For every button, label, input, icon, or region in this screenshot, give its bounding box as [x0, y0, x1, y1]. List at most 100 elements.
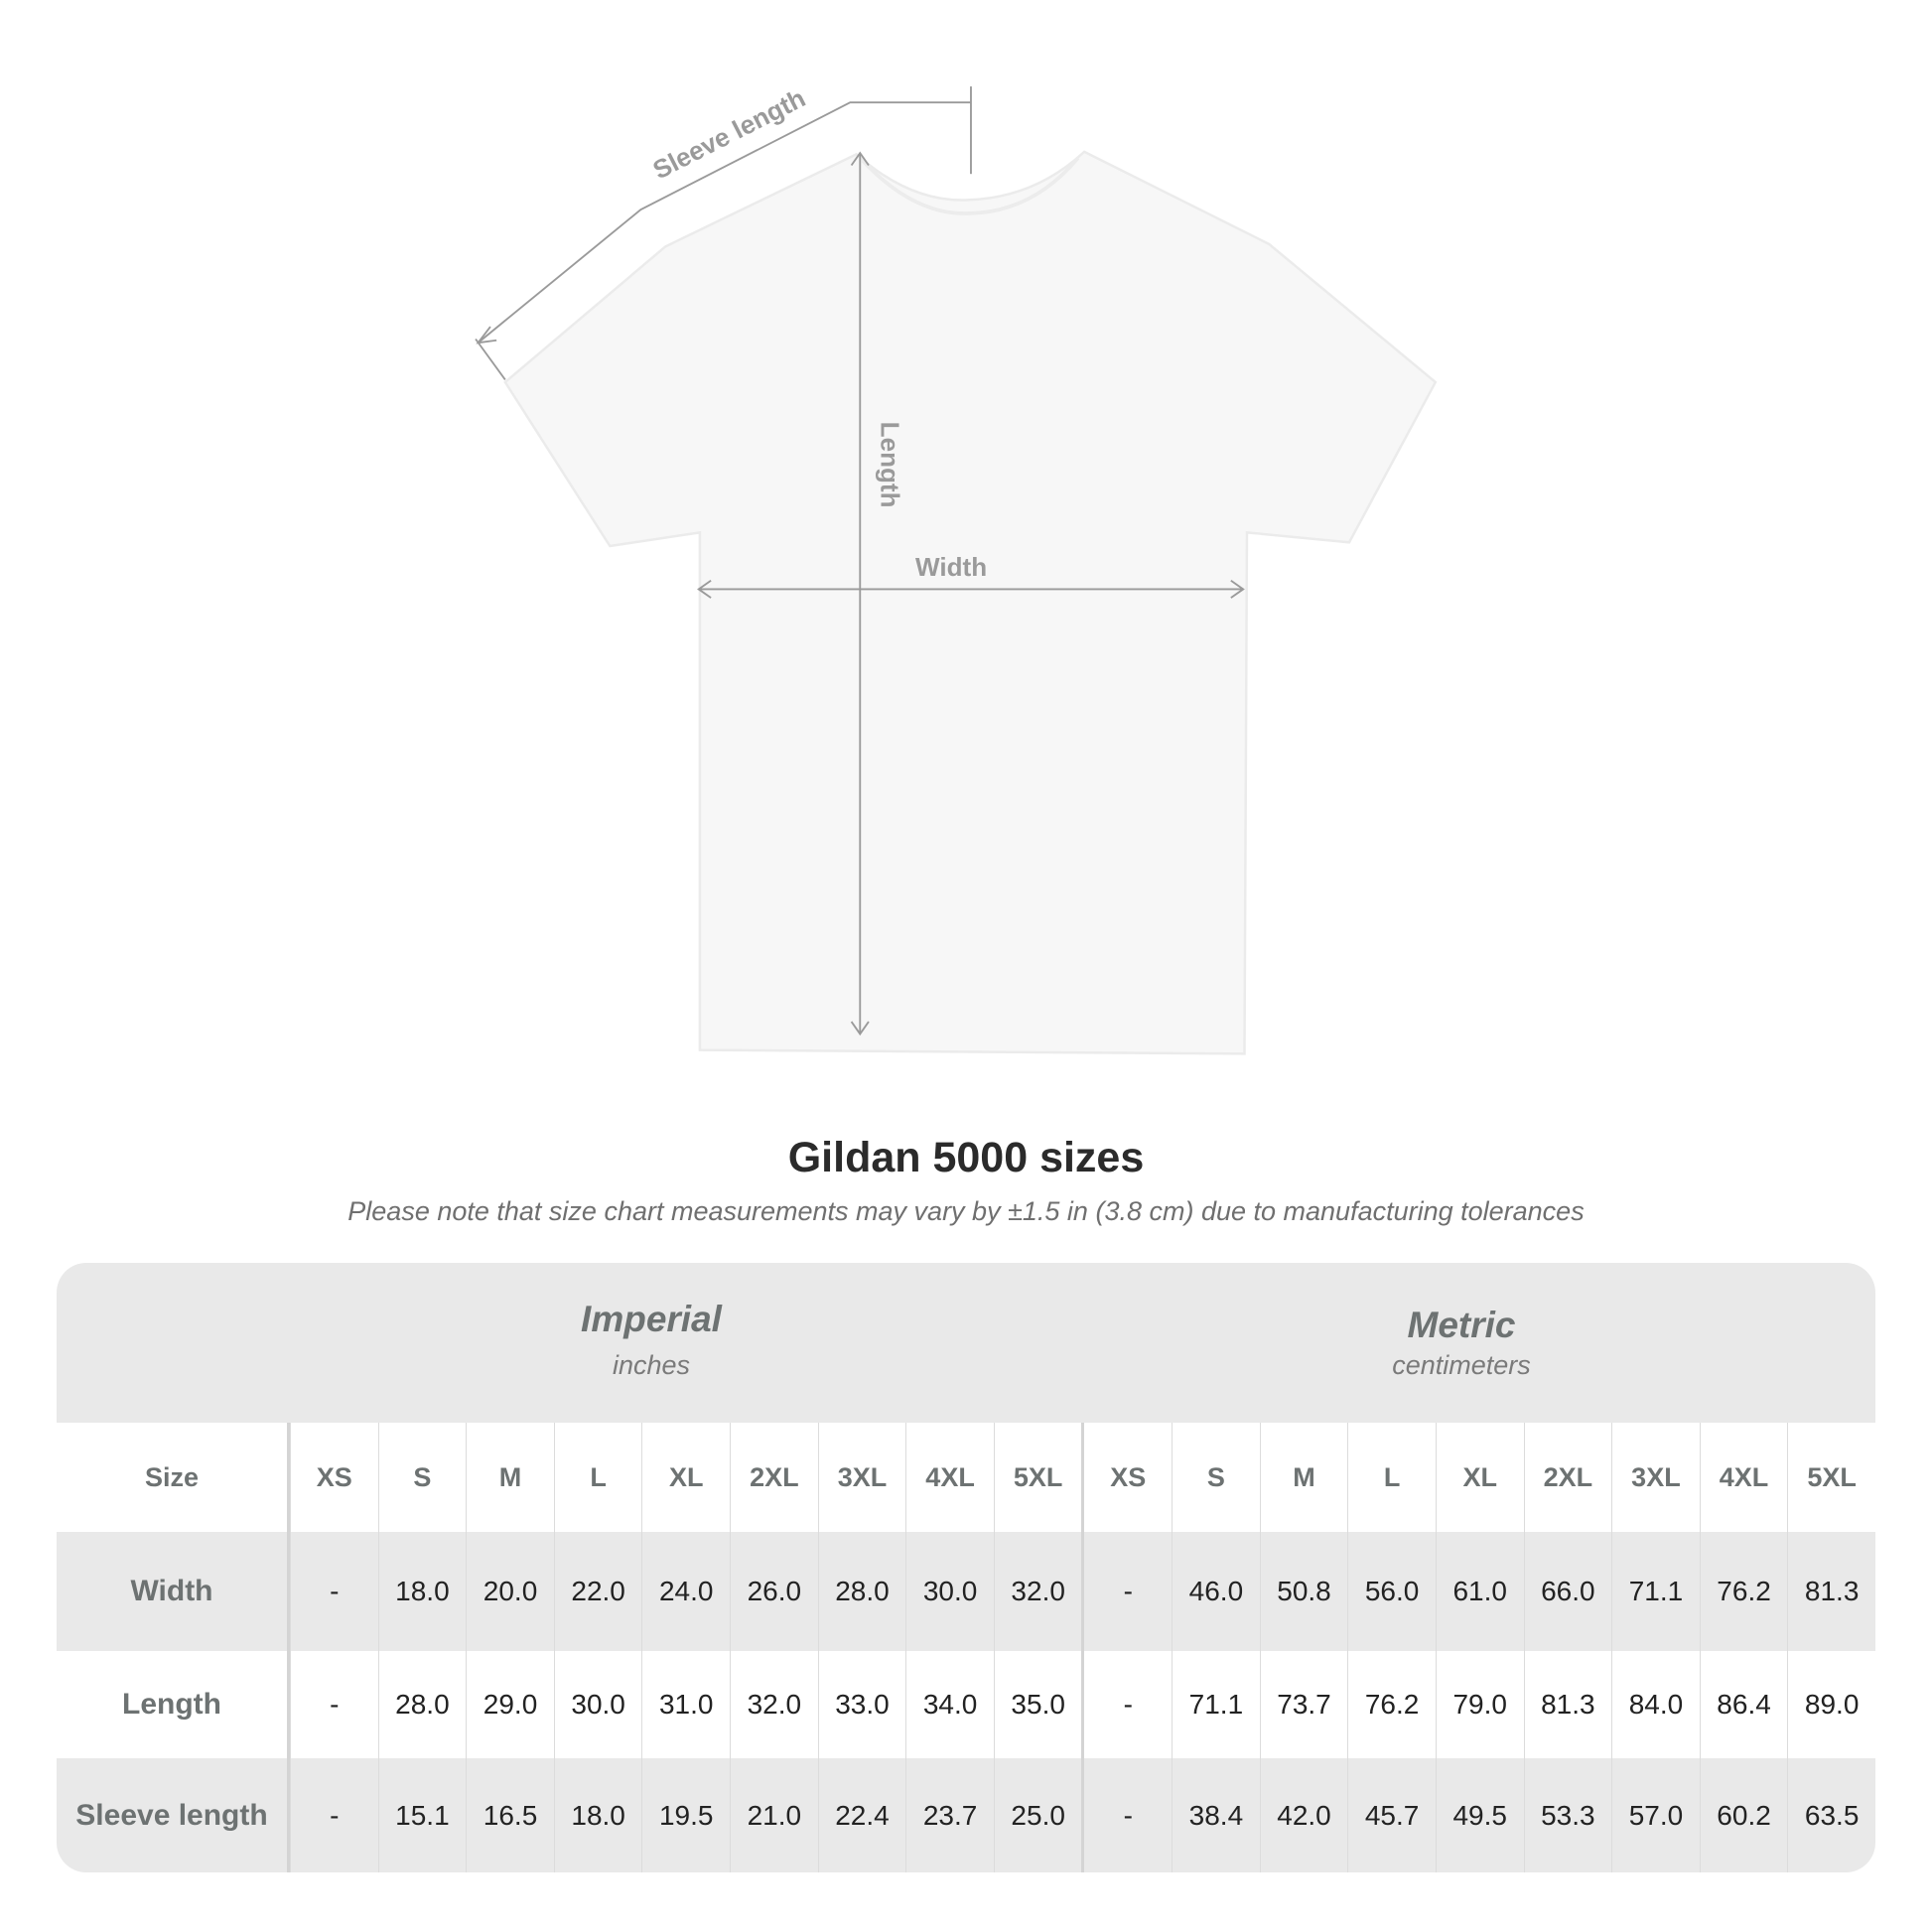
imperial-value-cell: -	[290, 1532, 378, 1651]
metric-value-cell: 79.0	[1435, 1651, 1524, 1758]
metric-value-cell: 81.3	[1787, 1532, 1875, 1651]
table-row: Width -18.0 20.0 22.0 24.0 26.0 28.0 30.0 32.0-4…	[57, 1532, 1875, 1651]
metric-value-cell: 71.1	[1172, 1651, 1260, 1758]
metric-header: Metric centimeters	[1164, 1305, 1759, 1381]
metric-size-header: 4XL	[1699, 1423, 1788, 1532]
metric-size-header: XS	[1081, 1423, 1172, 1532]
table-header-row: Size XS S M L XL 2XL 3XL 4XL 5XL XS S M L XL 2XL 3XL 4XL 5…	[57, 1423, 1875, 1532]
imperial-value-cell: 16.5	[466, 1758, 554, 1872]
imperial-size-header: L	[553, 1423, 642, 1532]
imperial-value-cell: 22.0	[553, 1532, 642, 1651]
metric-value-cell: 84.0	[1611, 1651, 1700, 1758]
metric-value-cell: 60.2	[1699, 1758, 1788, 1872]
unit-headers: Imperial inches Metric centimeters	[57, 1263, 1875, 1423]
width-arrow-left-icon	[697, 579, 712, 599]
imperial-size-header: XS	[290, 1423, 378, 1532]
imperial-value-cell: 32.0	[730, 1651, 818, 1758]
imperial-value-cell: 24.0	[641, 1532, 730, 1651]
imperial-value-cell: 25.0	[993, 1758, 1082, 1872]
sleeve-tick-cuff	[475, 338, 506, 381]
imperial-value-cell: 22.4	[817, 1758, 906, 1872]
metric-value-cell: 49.5	[1435, 1758, 1524, 1872]
row-label: Length	[57, 1651, 290, 1758]
imperial-value-cell: 34.0	[905, 1651, 994, 1758]
imperial-size-header: 2XL	[730, 1423, 818, 1532]
imperial-value-cell: 31.0	[641, 1651, 730, 1758]
imperial-title: Imperial	[581, 1299, 722, 1339]
imperial-value-cell: 29.0	[466, 1651, 554, 1758]
tshirt-diagram: Sleeve length Length Width	[475, 82, 1438, 1055]
metric-value-cell: -	[1081, 1758, 1172, 1872]
metric-value-cell: 66.0	[1523, 1532, 1612, 1651]
metric-value-cell: 76.2	[1347, 1651, 1436, 1758]
metric-value-cell: 89.0	[1787, 1651, 1875, 1758]
metric-size-header: L	[1347, 1423, 1436, 1532]
imperial-value-cell: 30.0	[553, 1651, 642, 1758]
imperial-value-cell: 33.0	[817, 1651, 906, 1758]
imperial-size-header: S	[377, 1423, 467, 1532]
metric-value-cell: 45.7	[1347, 1758, 1436, 1872]
metric-size-header: M	[1259, 1423, 1348, 1532]
imperial-size-header: XL	[641, 1423, 730, 1532]
imperial-value-cell: 28.0	[817, 1532, 906, 1651]
imperial-value-cell: 26.0	[730, 1532, 818, 1651]
imperial-header: Imperial inches	[353, 1299, 949, 1381]
table-row: Sleeve length -15.1 16.5 18.0 19.5 21.0 22.4 23…	[57, 1758, 1875, 1872]
imperial-value-cell: 30.0	[905, 1532, 994, 1651]
size-table: Imperial inches Metric centimeters Size X…	[57, 1263, 1875, 1872]
length-label: Length	[875, 422, 904, 508]
metric-size-header: 3XL	[1611, 1423, 1700, 1532]
row-label: Sleeve length	[57, 1758, 290, 1872]
sleeve-arrow-icon	[476, 326, 497, 345]
metric-size-header: XL	[1435, 1423, 1524, 1532]
table-row: Length -28.0 29.0 30.0 31.0 32.0 33.0 34.0 35.0-…	[57, 1651, 1875, 1758]
metric-title: Metric	[1407, 1305, 1516, 1345]
metric-value-cell: 50.8	[1259, 1532, 1348, 1651]
metric-value-cell: 57.0	[1611, 1758, 1700, 1872]
metric-value-cell: 56.0	[1347, 1532, 1436, 1651]
metric-size-header: 2XL	[1523, 1423, 1612, 1532]
metric-value-cell: 42.0	[1259, 1758, 1348, 1872]
imperial-value-cell: 18.0	[377, 1532, 467, 1651]
imperial-value-cell: 28.0	[377, 1651, 467, 1758]
imperial-value-cell: -	[290, 1651, 378, 1758]
imperial-value-cell: 18.0	[553, 1758, 642, 1872]
imperial-value-cell: 20.0	[466, 1532, 554, 1651]
imperial-size-header: 5XL	[993, 1423, 1082, 1532]
imperial-value-cell: 15.1	[377, 1758, 467, 1872]
metric-value-cell: 63.5	[1787, 1758, 1875, 1872]
imperial-value-cell: 23.7	[905, 1758, 994, 1872]
chart-title: Gildan 5000 sizes	[787, 1134, 1145, 1181]
length-arrow-top-icon	[850, 151, 870, 167]
imperial-size-header: 4XL	[905, 1423, 994, 1532]
metric-value-cell: 73.7	[1259, 1651, 1348, 1758]
metric-value-cell: -	[1081, 1532, 1172, 1651]
collar-rib	[861, 156, 1080, 215]
metric-value-cell: 46.0	[1172, 1532, 1260, 1651]
imperial-value-cell: -	[290, 1758, 378, 1872]
metric-unit: centimeters	[1392, 1350, 1531, 1380]
metric-value-cell: 71.1	[1611, 1532, 1700, 1651]
width-label: Width	[915, 552, 987, 582]
size-label: Size	[57, 1423, 290, 1532]
metric-size-header: 5XL	[1787, 1423, 1875, 1532]
length-arrow-bottom-icon	[850, 1021, 870, 1036]
size-grid: Size XS S M L XL 2XL 3XL 4XL 5XL XS S M L XL 2XL 3XL 4XL 5…	[57, 1423, 1875, 1872]
tshirt-shape	[503, 150, 1438, 1055]
imperial-size-header: M	[466, 1423, 554, 1532]
metric-value-cell: 53.3	[1523, 1758, 1612, 1872]
metric-value-cell: -	[1081, 1651, 1172, 1758]
imperial-size-header: 3XL	[817, 1423, 906, 1532]
imperial-value-cell: 21.0	[730, 1758, 818, 1872]
width-arrow-right-icon	[1230, 579, 1245, 599]
chart-subtitle: Please note that size chart measurements…	[347, 1196, 1585, 1226]
metric-value-cell: 76.2	[1699, 1532, 1788, 1651]
imperial-value-cell: 32.0	[993, 1532, 1082, 1651]
imperial-value-cell: 19.5	[641, 1758, 730, 1872]
metric-value-cell: 86.4	[1699, 1651, 1788, 1758]
sleeve-length-label: Sleeve length	[648, 82, 810, 185]
row-label: Width	[57, 1532, 290, 1651]
metric-value-cell: 81.3	[1523, 1651, 1612, 1758]
imperial-value-cell: 35.0	[993, 1651, 1082, 1758]
metric-size-header: S	[1172, 1423, 1260, 1532]
